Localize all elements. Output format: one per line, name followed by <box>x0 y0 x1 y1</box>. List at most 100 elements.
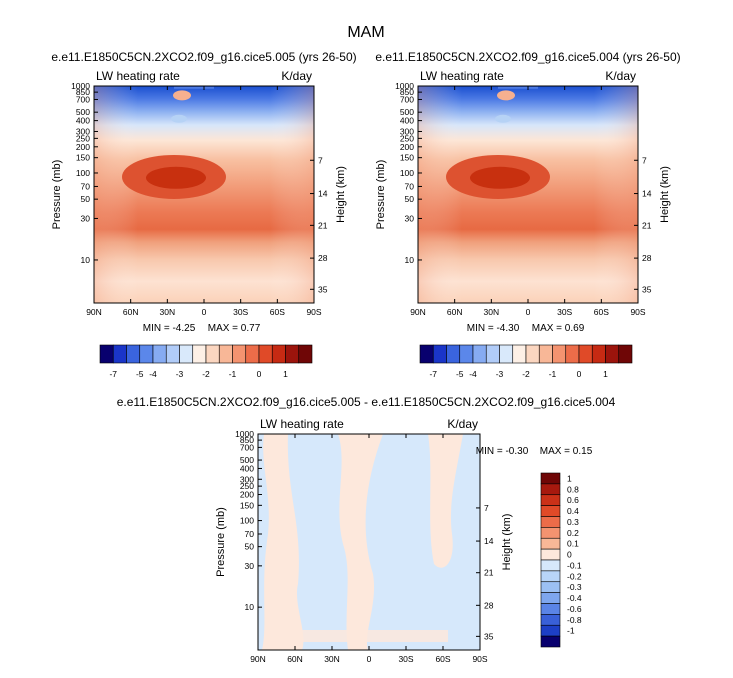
chart-title: MAM <box>347 24 384 41</box>
colorbar-tick-label: 1 <box>603 369 608 379</box>
surface-cool-strip <box>174 86 214 89</box>
y-tick-label: 500 <box>400 107 414 117</box>
colorbar-swatch <box>419 344 434 364</box>
x-tick-label: 90S <box>472 654 487 664</box>
y-tick-label: 300 <box>240 474 254 484</box>
y-right-tick-label: 14 <box>484 536 494 546</box>
colorbar-swatch <box>459 344 474 364</box>
colorbar-swatch <box>605 344 620 364</box>
y-right-tick-label: 21 <box>642 220 652 230</box>
colorbar-tick-label: -3 <box>496 369 504 379</box>
colorbar-horizontal: -7 -5 -4 -3 -2 -1 0 1 <box>99 344 313 379</box>
colorbar-tick-label: -0.3 <box>567 582 582 592</box>
colorbar-swatch <box>540 603 561 615</box>
y-tick-label: 250 <box>76 133 90 143</box>
colorbar-swatch <box>540 581 561 593</box>
x-tick-label: 90N <box>410 307 426 317</box>
colorbar-tick-label: 1 <box>567 473 572 483</box>
y-right-tick-label: 7 <box>642 155 647 165</box>
colorbar-tick-label: 1 <box>283 369 288 379</box>
y-tick-label: 200 <box>76 142 90 152</box>
positive-region <box>338 434 383 650</box>
colorbar-swatch <box>112 344 127 364</box>
x-tick-label: 0 <box>367 654 372 664</box>
x-tick-label: 60N <box>287 654 303 664</box>
panel-subtitle: e.e11.E1850C5CN.2XCO2.f09_g16.cice5.005 … <box>51 50 356 64</box>
positive-region <box>298 630 448 642</box>
surface-cool-strip <box>498 86 538 89</box>
y-tick-label: 200 <box>400 142 414 152</box>
colorbar-tick-label: -0.8 <box>567 615 582 625</box>
panel-3: e.e11.E1850C5CN.2XCO2.f09_g16.cice5.005 … <box>117 395 616 664</box>
colorbar-tick-label: -0.4 <box>567 593 582 603</box>
colorbar-tick-label: -2 <box>522 369 530 379</box>
colorbar-tick-label: -5 <box>136 369 144 379</box>
y-tick-label: 50 <box>245 542 255 552</box>
colorbar-tick-label: -1 <box>567 626 575 636</box>
y-tick-label: 300 <box>400 126 414 136</box>
max-label: MAX = 0.77 <box>208 323 261 334</box>
y-tick-label: 100 <box>400 168 414 178</box>
colorbar-swatch <box>540 570 561 583</box>
y-right-tick-label: 28 <box>318 253 328 263</box>
x-tick-label: 60S <box>594 307 609 317</box>
y-tick-label: 70 <box>245 529 255 539</box>
colorbar-swatch <box>540 472 561 485</box>
y-axis-label: Pressure (mb) <box>375 160 387 230</box>
contour-field <box>258 434 480 650</box>
colorbar-swatch <box>540 505 561 517</box>
colorbar-swatch <box>472 344 487 364</box>
x-tick-label: 60S <box>435 654 450 664</box>
y-tick-label: 70 <box>405 181 415 191</box>
colorbar-swatch <box>232 344 247 364</box>
y-tick-label: 50 <box>81 194 91 204</box>
colorbar-tick-label: -5 <box>456 369 464 379</box>
colorbar-tick-label: 0 <box>257 369 262 379</box>
colorbar-tick-label: 0 <box>577 369 582 379</box>
colorbar-tick-label: 0.1 <box>567 539 579 549</box>
colorbar-swatch <box>205 344 220 364</box>
y-right-tick-label: 7 <box>484 503 489 513</box>
colorbar-swatch <box>139 344 154 364</box>
min-label: MIN = -0.30 <box>476 446 529 457</box>
positive-region <box>428 434 463 568</box>
min-label: MIN = -4.25 <box>143 323 196 334</box>
colorbar-tick-label: -4 <box>149 369 157 379</box>
colorbar-swatch <box>540 483 561 496</box>
colorbar-swatch <box>591 344 606 364</box>
colorbar-tick-label: -7 <box>109 369 117 379</box>
y-tick-label: 1000 <box>395 81 414 91</box>
colorbar-tick-label: -0.6 <box>567 604 582 614</box>
y-right-tick-label: 28 <box>642 253 652 263</box>
colorbar-tick-label: 0.4 <box>567 506 579 516</box>
x-tick-label: 60S <box>270 307 285 317</box>
colorbar-swatch <box>618 344 633 364</box>
colorbar-tick-label: -0.2 <box>567 571 582 581</box>
colorbar-swatch <box>165 344 180 364</box>
units-label: K/day <box>447 417 478 431</box>
colorbar-swatch <box>540 635 561 648</box>
colorbar-swatch <box>285 344 300 364</box>
colorbar-swatch <box>540 614 561 626</box>
x-tick-label: 30S <box>233 307 248 317</box>
y-tick-label: 250 <box>240 481 254 491</box>
y-tick-label: 200 <box>240 490 254 500</box>
contour-field <box>94 86 314 303</box>
colorbar-swatch <box>499 344 514 364</box>
x-tick-label: 60N <box>447 307 463 317</box>
heating-core <box>470 166 530 189</box>
y-tick-label: 400 <box>400 116 414 126</box>
colorbar-vertical: 10.80.60.40.30.20.10-0.1-0.2-0.3-0.4-0.6… <box>540 472 582 648</box>
colorbar-swatch <box>99 344 114 364</box>
colorbar-swatch <box>446 344 461 364</box>
warm-spot <box>497 90 515 101</box>
warm-spot <box>173 90 191 101</box>
colorbar-tick-label: -1 <box>549 369 557 379</box>
colorbar-swatch <box>432 344 447 364</box>
y-right-axis-label: Height (km) <box>501 514 513 571</box>
y-tick-label: 100 <box>76 168 90 178</box>
units-label: K/day <box>281 69 312 83</box>
x-tick-label: 30N <box>484 307 500 317</box>
field-label: LW heating rate <box>260 417 344 431</box>
